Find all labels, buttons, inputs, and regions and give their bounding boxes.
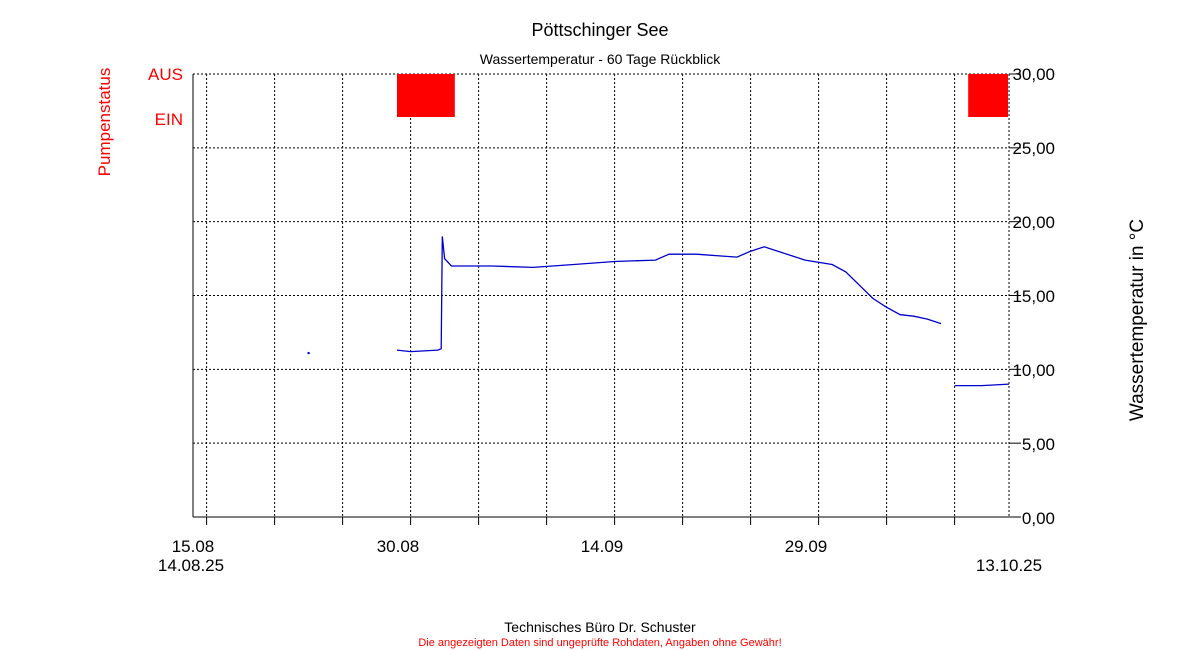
axes <box>192 73 1021 525</box>
y-tick-label-0: 0,00 <box>1022 509 1055 528</box>
y-tick-label-4: 20,00 <box>1012 213 1055 232</box>
x-tick-label-3: 29.09 <box>785 537 828 556</box>
x-end-date-label: 13.10.25 <box>976 556 1042 575</box>
x-tick-label-1: 30.08 <box>377 537 420 556</box>
chart-title: Pöttschinger See <box>531 20 668 40</box>
y-axis-label: Wassertemperatur in °C <box>1127 219 1148 421</box>
series-line-segment-1 <box>396 236 942 353</box>
series-point-0 <box>307 351 310 355</box>
y-tick-label-3: 15,00 <box>1012 287 1055 306</box>
grid <box>193 73 1010 517</box>
pump-on-period-0 <box>397 74 455 117</box>
series-line-segment-2 <box>954 383 1010 387</box>
pump-off-label: AUS <box>148 65 183 84</box>
pump-on-period-1 <box>968 74 1008 117</box>
footer-company: Technisches Büro Dr. Schuster <box>504 619 696 635</box>
footer-disclaimer: Die angezeigten Daten sind ungeprüfte Ro… <box>418 637 781 649</box>
x-start-date-label: 14.08.25 <box>158 556 224 575</box>
y-tick-label-1: 5,00 <box>1022 435 1055 454</box>
chart-subtitle: Wassertemperatur - 60 Tage Rückblick <box>480 51 721 67</box>
x-tick-label-0: 15.08 <box>172 537 215 556</box>
temperature-series <box>307 236 1010 387</box>
y-tick-label-2: 10,00 <box>1012 361 1055 380</box>
y-tick-label-5: 25,00 <box>1012 139 1055 158</box>
pump-status-axis-label: Pumpenstatus <box>95 68 114 177</box>
x-tick-label-2: 14.09 <box>581 537 624 556</box>
y-tick-label-6: 30,00 <box>1012 65 1055 84</box>
pump-status-bars <box>397 74 1008 117</box>
pump-on-label: EIN <box>155 110 183 129</box>
